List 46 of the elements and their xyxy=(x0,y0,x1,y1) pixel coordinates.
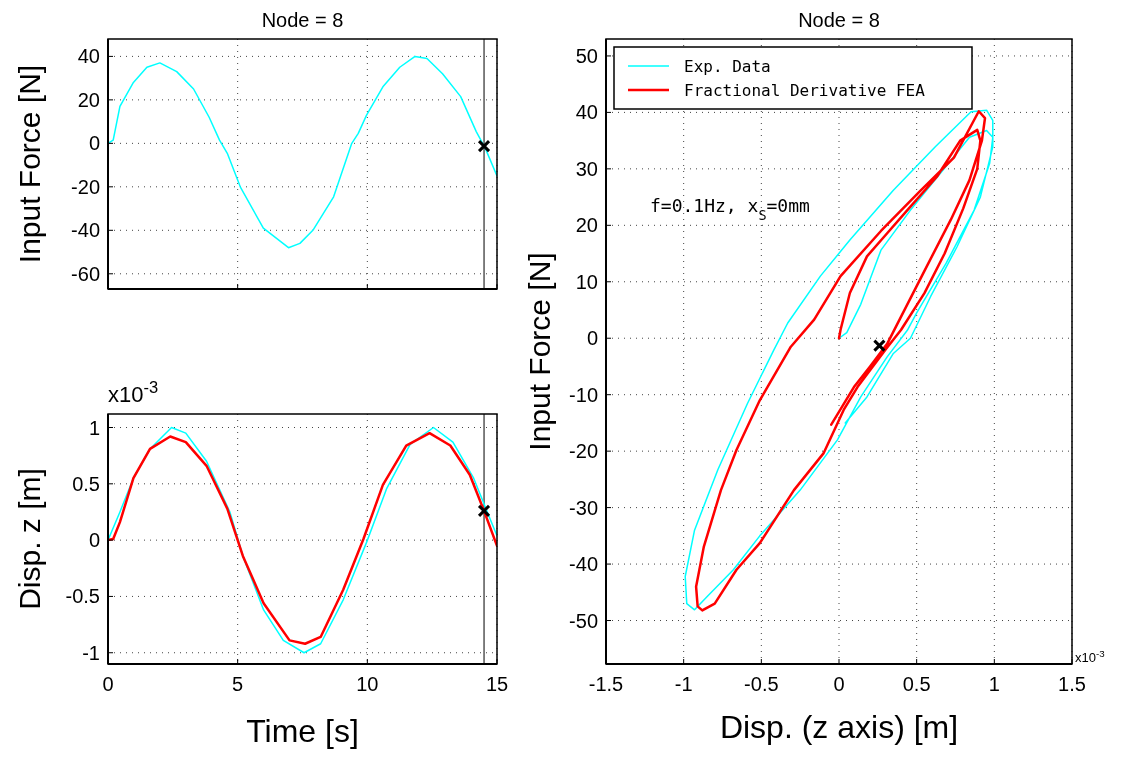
annotation: f=0.1Hz, x$_{S}$=0mm xyxy=(650,195,810,223)
y-tick-label: 0 xyxy=(586,327,598,350)
text: x10$^{-3}$ xyxy=(108,378,159,407)
x-tick-label: -1 xyxy=(674,673,693,695)
y-tick-label: 20 xyxy=(575,214,598,237)
y-axis-title: Input Force [N] xyxy=(13,64,46,264)
y-tick-label: 1 xyxy=(88,416,100,439)
x-tick-label: -0.5 xyxy=(744,673,779,695)
x-tick-label: 10 xyxy=(356,673,379,695)
y-tick-label: -1 xyxy=(82,641,100,664)
y-tick-label: 50 xyxy=(575,44,598,67)
chart-title: Node = 8 xyxy=(798,9,880,31)
y-tick-label: -20 xyxy=(569,440,598,463)
y-tick-label: 0.5 xyxy=(72,472,100,495)
y-tick-label: 20 xyxy=(77,88,100,111)
x-axis-title: Time [s] xyxy=(246,713,359,749)
y-tick-label: -50 xyxy=(569,609,598,632)
y-tick-label: -60 xyxy=(71,262,100,285)
y-axis-title: Input Force [N] xyxy=(523,252,556,451)
x-tick-label: 1.5 xyxy=(1058,673,1086,695)
y-tick-label: -0.5 xyxy=(65,585,100,608)
y-tick-label: 30 xyxy=(575,157,598,180)
y-tick-label: 0 xyxy=(88,132,100,155)
x-tick-label: 5 xyxy=(232,673,244,695)
y-tick-label: -20 xyxy=(71,175,100,198)
y-tick-label: -40 xyxy=(569,553,598,576)
text: x10$^{-3}$ xyxy=(1075,647,1105,665)
x-tick-label: 0.5 xyxy=(902,673,931,695)
y-tick-label: 40 xyxy=(575,101,598,124)
x-tick-label: 1 xyxy=(988,673,1000,695)
y-tick-label: -10 xyxy=(569,383,598,406)
y-tick-label: 40 xyxy=(77,45,100,68)
y-axis-title: Disp. z [m] xyxy=(13,468,46,610)
x-tick-label: 15 xyxy=(485,673,509,695)
y-tick-label: -30 xyxy=(569,496,598,519)
x-tick-label: -1.5 xyxy=(588,673,624,695)
chart-title: Node = 8 xyxy=(261,9,344,31)
x-tick-label: 0 xyxy=(102,673,114,695)
x-tick-label: 0 xyxy=(833,673,845,695)
y-tick-label: -40 xyxy=(71,219,100,242)
x-axis-title: Disp. (z axis) [m] xyxy=(719,709,959,745)
y-tick-label: 10 xyxy=(575,270,598,293)
line-series xyxy=(108,55,497,249)
legend-label: Exp. Data xyxy=(684,56,771,76)
legend-label: Fractional Derivative FEA xyxy=(684,80,926,100)
y-tick-label: 0 xyxy=(88,529,100,552)
